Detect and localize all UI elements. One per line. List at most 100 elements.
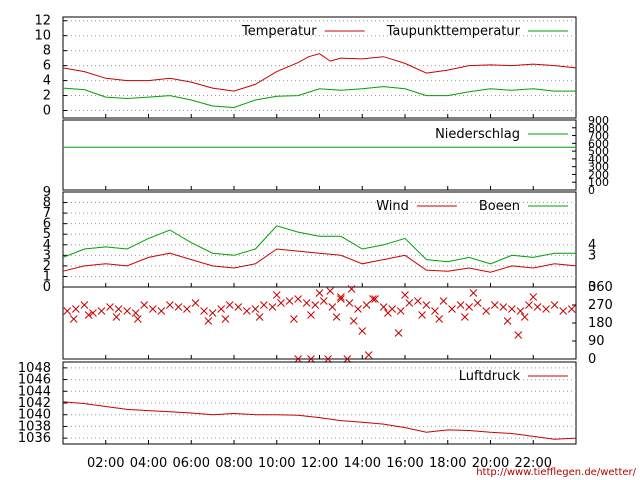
- wind_direction-point: [439, 297, 448, 305]
- wind-y2tick-label: 0: [588, 280, 596, 295]
- wind_direction-point: [315, 289, 324, 297]
- wind_direction-point: [328, 303, 337, 311]
- wind-ytick-label: 1: [43, 269, 51, 284]
- wind_direction-point: [371, 295, 379, 303]
- x-tick-label: 22:00: [515, 456, 552, 471]
- wind_direction-point: [272, 291, 281, 299]
- wind_direction-point: [431, 307, 439, 315]
- wind_direction-point: [133, 315, 142, 323]
- wind_direction-point: [422, 301, 431, 309]
- wind_direction-point: [345, 299, 354, 307]
- wind_direction-point: [255, 313, 264, 321]
- wind-series-wind: [62, 248, 577, 273]
- wind_direction-point: [326, 287, 335, 295]
- wind_direction-ytick-label: 270: [588, 298, 613, 313]
- x-tick-label: 18:00: [429, 456, 466, 471]
- wind_direction-point: [418, 311, 426, 319]
- rain-ytick-label: 300: [588, 161, 609, 174]
- wind_direction-point: [503, 317, 512, 325]
- pressure-ytick-label: 1044: [18, 384, 51, 399]
- wind_direction-point: [131, 309, 140, 317]
- wind-ytick-label: 2: [43, 259, 51, 274]
- wind_direction-point: [516, 307, 525, 315]
- wind_direction-point: [405, 299, 414, 307]
- wind_direction-point: [319, 297, 328, 305]
- pressure-ytick-label: 1042: [18, 396, 51, 411]
- wind-ytick-label: 5: [43, 227, 51, 242]
- wind_direction-point: [289, 315, 298, 323]
- wind_direction-point: [191, 299, 200, 307]
- pressure-legend-label: Luftdruck: [459, 369, 521, 384]
- wind_direction-point: [362, 301, 371, 309]
- rain-legend-label: Niederschlag: [435, 127, 520, 142]
- wind_direction-point: [148, 305, 157, 313]
- rain-ytick-label: 900: [588, 114, 609, 127]
- x-tick-label: 10:00: [258, 456, 295, 471]
- x-tick-label: 20:00: [472, 456, 509, 471]
- wind_direction-point: [157, 307, 166, 315]
- wind_direction-point: [413, 297, 422, 305]
- wind_direction-point: [71, 305, 80, 313]
- wind_direction-point: [542, 305, 550, 313]
- wind_direction-point: [490, 301, 499, 309]
- wind_direction-point: [394, 329, 403, 337]
- wind_direction-point: [294, 355, 302, 363]
- temperature-ytick-label: 12: [34, 14, 51, 29]
- wind_direction-panel: 0 90 180 270 360: [62, 280, 613, 367]
- wind_direction-point: [84, 311, 93, 319]
- wind-series-boeen: [62, 225, 576, 265]
- wind_direction-point: [307, 355, 315, 363]
- wind_direction-point: [123, 307, 131, 315]
- wind_direction-point: [448, 305, 456, 313]
- wind_direction-point: [465, 303, 473, 311]
- wind_direction-point: [332, 313, 341, 321]
- wind_direction-ytick-label: 90: [588, 334, 605, 349]
- wind_direction-ytick-label: 180: [588, 316, 613, 331]
- x-tick-label: 12:00: [301, 456, 338, 471]
- wind_direction-point: [285, 297, 294, 305]
- wind-ytick-label: 4: [43, 238, 51, 253]
- pressure-ytick-label: 1036: [18, 431, 51, 446]
- wind-legend-label: Wind: [376, 199, 409, 214]
- pressure-ytick-label: 1038: [18, 419, 51, 434]
- wind_direction-point: [63, 307, 72, 315]
- wind_direction-point: [533, 303, 542, 311]
- wind_direction-point: [469, 289, 478, 297]
- wind_direction-point: [456, 301, 465, 309]
- wind-y2tick-label: 3: [588, 248, 596, 263]
- wind-ytick-label: 8: [43, 196, 51, 211]
- temperature-series-taupunkttemperatur: [62, 86, 576, 109]
- wind_direction-point: [302, 299, 311, 307]
- wind_direction-point: [401, 291, 409, 299]
- pressure-ytick-label: 1040: [18, 408, 51, 423]
- credit-url: http://www.tiefflegen.de/wetter/: [476, 467, 636, 478]
- pressure-ytick-label: 1048: [18, 361, 51, 376]
- wind_direction-point: [520, 313, 529, 321]
- wind_direction-ytick-label: 360: [588, 280, 613, 295]
- wind_direction-point: [482, 307, 491, 315]
- temperature-ytick-label: 4: [43, 74, 51, 89]
- rain-ytick-label: 400: [588, 153, 609, 166]
- wind_direction-point: [277, 299, 285, 307]
- temperature-legend-label: Temperatur: [241, 24, 317, 39]
- wind_direction-point: [508, 305, 516, 313]
- pressure-series-luftdruck: [62, 401, 577, 440]
- wind_direction-point: [294, 295, 302, 303]
- panels: 024681012TaupunkttemperaturTemperatur010…: [18, 14, 613, 446]
- wind_direction-point: [225, 301, 234, 309]
- wind_direction-ytick-label: 0: [588, 352, 596, 367]
- rain-ytick-label: 100: [588, 176, 609, 189]
- wind_direction-point: [460, 313, 469, 321]
- wind_direction-point: [114, 305, 123, 313]
- temperature-series-temperatur: [62, 53, 577, 92]
- wind_direction-frame: [62, 286, 577, 360]
- temperature-ytick-label: 6: [43, 59, 51, 74]
- wind_direction-point: [529, 293, 538, 301]
- temperature-legend-label: Taupunkttemperatur: [386, 24, 521, 39]
- wind_direction-point: [251, 305, 260, 313]
- temperature-ytick-label: 8: [43, 44, 51, 59]
- wind_direction-point: [567, 305, 576, 313]
